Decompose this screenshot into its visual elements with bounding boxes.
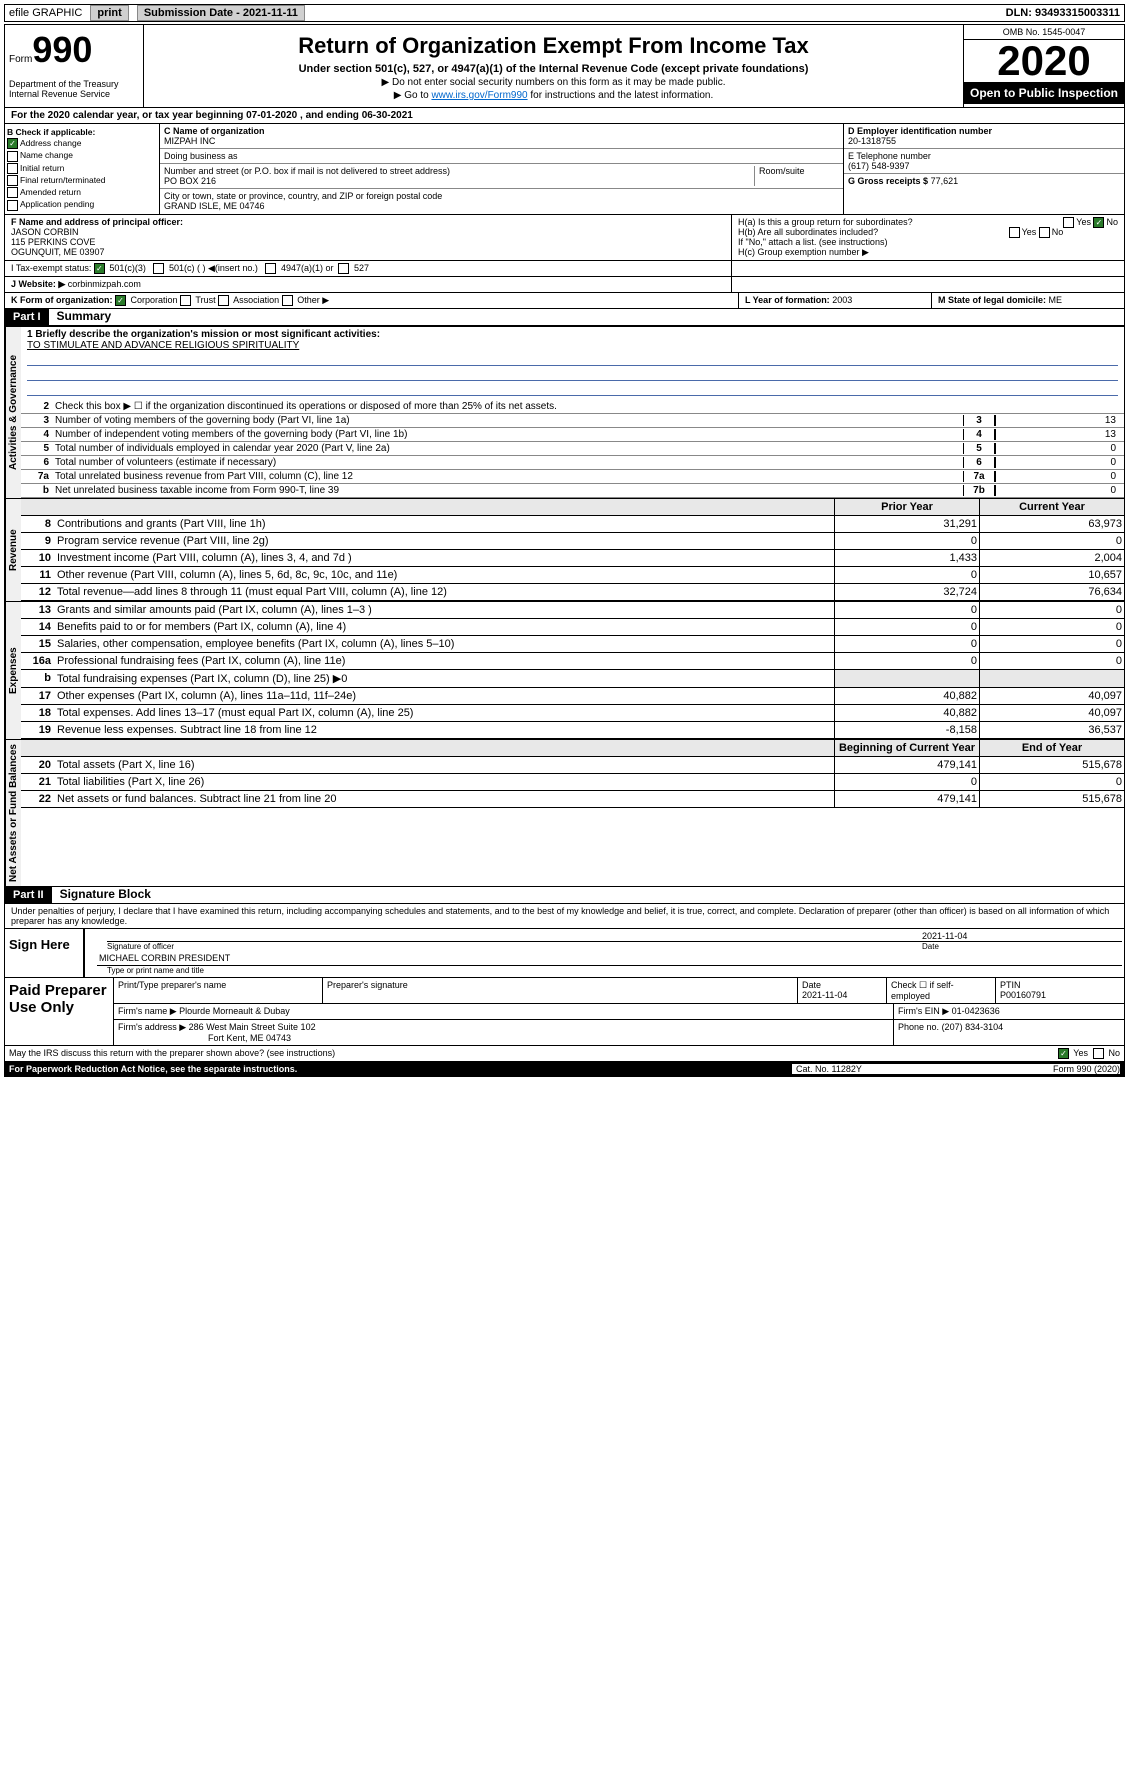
ptin: P00160791 (1000, 990, 1046, 1000)
checkbox-hb-yes-icon[interactable] (1009, 227, 1020, 238)
tab-governance: Activities & Governance (5, 327, 21, 498)
table-row: 17Other expenses (Part IX, column (A), l… (21, 688, 1124, 705)
form-title: Return of Organization Exempt From Incom… (148, 33, 959, 59)
checkbox-4947-icon[interactable] (265, 263, 276, 274)
checkbox-address-change-icon[interactable]: ✓ (7, 138, 18, 149)
checkbox-ha-yes-icon[interactable] (1063, 217, 1074, 228)
print-button[interactable]: print (90, 5, 128, 21)
form-footer: Form 990 (2020) (960, 1064, 1120, 1074)
open-to-public: Open to Public Inspection (964, 82, 1124, 104)
table-row: 8Contributions and grants (Part VIII, li… (21, 516, 1124, 533)
check-column: B Check if applicable: ✓Address change N… (5, 124, 160, 214)
table-row: bTotal fundraising expenses (Part IX, co… (21, 670, 1124, 688)
department: Department of the Treasury Internal Reve… (9, 79, 139, 99)
note-link: ▶ Go to www.irs.gov/Form990 for instruct… (148, 90, 959, 101)
year-formation: 2003 (832, 295, 852, 305)
part2-header: Part II (5, 887, 52, 903)
note-ssn: ▶ Do not enter social security numbers o… (148, 77, 959, 88)
table-row: 10Investment income (Part VIII, column (… (21, 550, 1124, 567)
telephone: (617) 548-9397 (848, 161, 910, 171)
form-wrapper: Form990 Department of the Treasury Inter… (4, 24, 1125, 1077)
table-row: 18Total expenses. Add lines 13–17 (must … (21, 705, 1124, 722)
tab-expenses: Expenses (5, 602, 21, 739)
org-name: MIZPAH INC (164, 136, 215, 146)
org-city: GRAND ISLE, ME 04746 (164, 201, 265, 211)
line6-val: 0 (995, 457, 1120, 468)
line5-val: 0 (995, 443, 1120, 454)
org-address: PO BOX 216 (164, 176, 216, 186)
checkbox-other-icon[interactable] (282, 295, 293, 306)
state-domicile: ME (1049, 295, 1063, 305)
irs-link[interactable]: www.irs.gov/Form990 (431, 90, 527, 101)
checkbox-trust-icon[interactable] (180, 295, 191, 306)
tab-revenue: Revenue (5, 499, 21, 601)
officer-name-title: MICHAEL CORBIN PRESIDENT (97, 951, 1122, 966)
checkbox-final-icon[interactable] (7, 175, 18, 186)
mission-text: TO STIMULATE AND ADVANCE RELIGIOUS SPIRI… (27, 340, 1118, 351)
table-row: 21Total liabilities (Part X, line 26)00 (21, 774, 1124, 791)
table-row: 20Total assets (Part X, line 16)479,1415… (21, 757, 1124, 774)
firm-phone: (207) 834-3104 (942, 1022, 1004, 1032)
checkbox-501c-icon[interactable] (153, 263, 164, 274)
part1-header: Part I (5, 309, 49, 325)
gross-receipts: 77,621 (931, 176, 959, 186)
checkbox-501c3-icon[interactable]: ✓ (94, 263, 105, 274)
table-row: 19Revenue less expenses. Subtract line 1… (21, 722, 1124, 739)
website: corbinmizpah.com (68, 279, 141, 289)
line7b-val: 0 (995, 485, 1120, 496)
tax-year: 2020 (964, 40, 1124, 82)
officer-name: JASON CORBIN (11, 227, 79, 237)
form-subtitle: Under section 501(c), 527, or 4947(a)(1)… (148, 63, 959, 75)
line3-val: 13 (995, 415, 1120, 426)
checkbox-corp-icon[interactable]: ✓ (115, 295, 126, 306)
table-row: 22Net assets or fund balances. Subtract … (21, 791, 1124, 808)
checkbox-pending-icon[interactable] (7, 200, 18, 211)
ein: 20-1318755 (848, 136, 896, 146)
checkbox-discuss-yes-icon[interactable]: ✓ (1058, 1048, 1069, 1059)
table-row: 9Program service revenue (Part VIII, lin… (21, 533, 1124, 550)
table-row: 13Grants and similar amounts paid (Part … (21, 602, 1124, 619)
checkbox-discuss-no-icon[interactable] (1093, 1048, 1104, 1059)
efile-label: efile GRAPHIC (9, 7, 82, 19)
tax-period: For the 2020 calendar year, or tax year … (5, 108, 419, 123)
table-row: 11Other revenue (Part VIII, column (A), … (21, 567, 1124, 584)
checkbox-initial-icon[interactable] (7, 163, 18, 174)
line4-val: 13 (995, 429, 1120, 440)
dln: DLN: 93493315003311 (1006, 7, 1120, 19)
sign-here: Sign Here (5, 929, 83, 977)
paid-preparer: Paid Preparer Use Only (5, 978, 113, 1045)
form-word: Form (9, 54, 32, 65)
checkbox-ha-no-icon[interactable]: ✓ (1093, 217, 1104, 228)
checkbox-hb-no-icon[interactable] (1039, 227, 1050, 238)
table-row: 12Total revenue—add lines 8 through 11 (… (21, 584, 1124, 601)
checkbox-name-change-icon[interactable] (7, 151, 18, 162)
table-row: 16aProfessional fundraising fees (Part I… (21, 653, 1124, 670)
checkbox-527-icon[interactable] (338, 263, 349, 274)
table-row: 14Benefits paid to or for members (Part … (21, 619, 1124, 636)
top-bar: efile GRAPHIC print Submission Date - 20… (4, 4, 1125, 22)
submission-date: Submission Date - 2021-11-11 (137, 5, 305, 21)
form-number: 990 (32, 29, 92, 70)
table-row: 15Salaries, other compensation, employee… (21, 636, 1124, 653)
penalty-text: Under penalties of perjury, I declare th… (5, 904, 1124, 928)
firm-name: Plourde Morneault & Dubay (179, 1006, 290, 1016)
firm-ein: 01-0423636 (952, 1006, 1000, 1016)
checkbox-amended-icon[interactable] (7, 187, 18, 198)
tab-net-assets: Net Assets or Fund Balances (5, 740, 21, 886)
line7a-val: 0 (995, 471, 1120, 482)
checkbox-assoc-icon[interactable] (218, 295, 229, 306)
